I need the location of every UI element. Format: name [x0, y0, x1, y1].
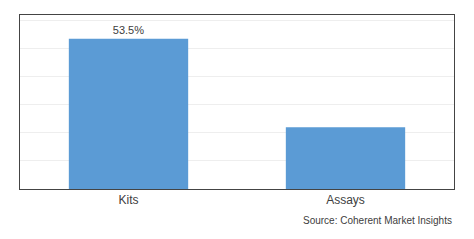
- svg-text:Kits: Kits: [118, 193, 138, 207]
- svg-text:53.5%: 53.5%: [113, 24, 144, 36]
- svg-text:Assays: Assays: [326, 193, 365, 207]
- svg-text:Source: Coherent Market Insigh: Source: Coherent Market Insights: [303, 215, 452, 226]
